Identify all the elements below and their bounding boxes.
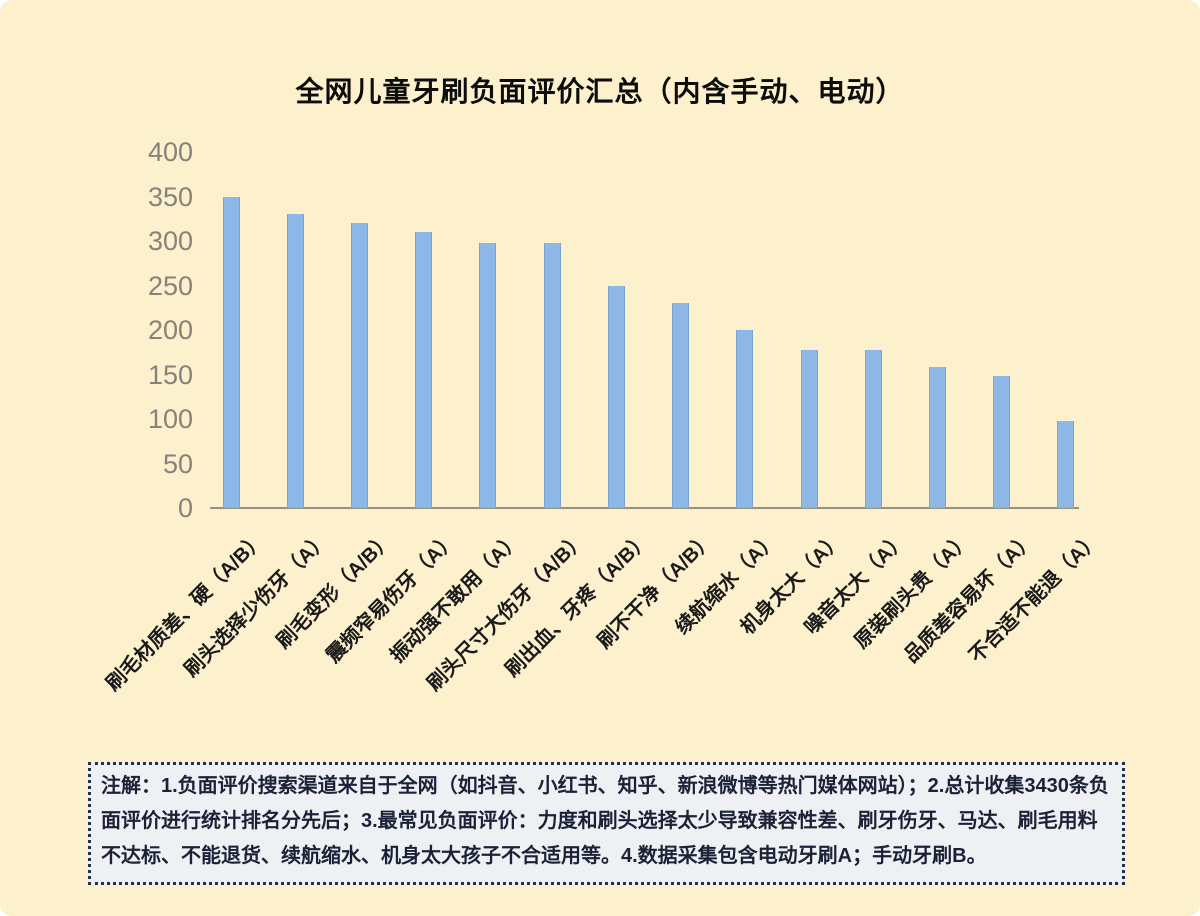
bar <box>800 349 818 508</box>
bar <box>350 223 368 508</box>
bar <box>543 242 561 508</box>
y-tick-label: 100 <box>147 404 193 434</box>
x-axis-line <box>210 507 1079 509</box>
bar <box>672 303 690 508</box>
y-tick-label: 350 <box>147 181 193 212</box>
y-tick-label: 150 <box>147 359 193 390</box>
y-tick-label: 200 <box>147 315 193 345</box>
bar <box>736 330 754 508</box>
bar <box>1057 420 1075 508</box>
bar <box>993 376 1011 508</box>
footnote-box: 注解：1.负面评价搜索渠道来自于全网（如抖音、小红书、知乎、新浪微博等热门媒体网… <box>88 762 1125 885</box>
bar <box>286 214 304 508</box>
bar <box>222 196 240 508</box>
bar <box>864 349 882 508</box>
y-tick-label: 400 <box>147 137 193 167</box>
y-tick-label: 300 <box>147 226 193 256</box>
y-tick-label: 250 <box>147 270 193 301</box>
bar <box>479 242 497 508</box>
chart-title: 全网儿童牙刷负面评价汇总（内含手动、电动） <box>295 76 905 107</box>
footnote-text: 注解：1.负面评价搜索渠道来自于全网（如抖音、小红书、知乎、新浪微博等热门媒体网… <box>101 775 1109 867</box>
bar <box>415 232 433 508</box>
y-tick-label: 50 <box>162 448 193 479</box>
bar <box>929 367 947 508</box>
y-tick-label: 0 <box>177 493 193 523</box>
bar <box>607 285 625 508</box>
